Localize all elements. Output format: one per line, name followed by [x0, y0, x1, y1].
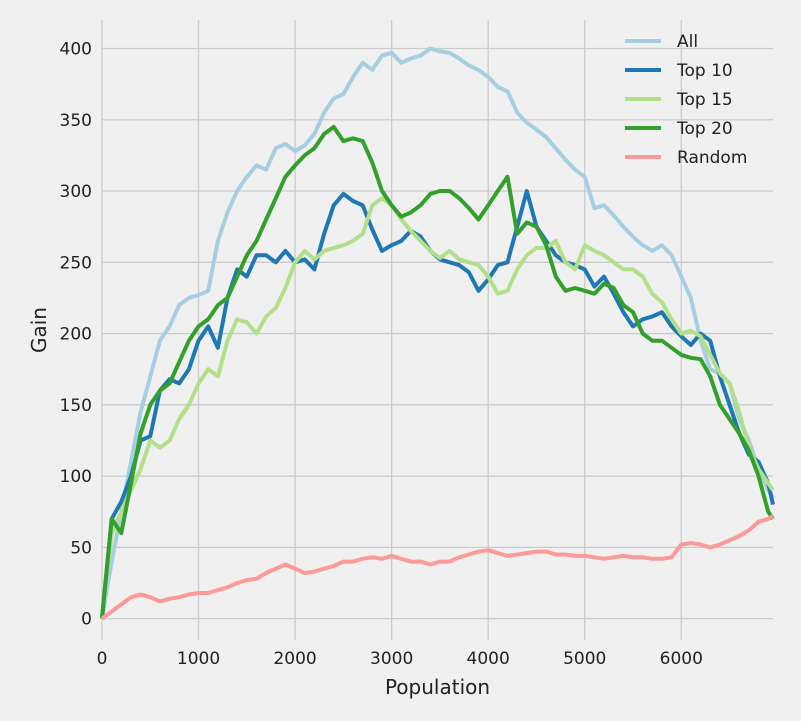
- y-tick-label: 350: [60, 111, 92, 131]
- y-tick-label: 300: [60, 182, 92, 202]
- series-lines: [100, 46, 775, 621]
- y-tick-label: 50: [70, 538, 92, 558]
- series-line-top-15: [100, 196, 775, 619]
- tick-labels: 0 1000 2000 3000 4000 5000 6000 0 50 100 150 200 250…: [60, 40, 703, 669]
- x-tick-label: 0: [97, 649, 108, 669]
- y-tick-label: 200: [60, 325, 92, 345]
- x-tick-label: 2000: [273, 649, 316, 669]
- y-tick-label: 100: [60, 467, 92, 487]
- legend-label: Top 20: [676, 119, 733, 139]
- series-line-all: [100, 46, 775, 619]
- y-tick-label: 250: [60, 253, 92, 273]
- y-tick-label: 0: [81, 610, 92, 630]
- y-axis-label: Gain: [27, 307, 51, 353]
- x-tick-label: 3000: [370, 649, 413, 669]
- legend-label: Top 10: [676, 61, 733, 81]
- x-tick-label: 4000: [467, 649, 510, 669]
- series-line-top-20: [100, 124, 775, 619]
- x-tick-label: 6000: [660, 649, 703, 669]
- legend-label: Random: [677, 148, 747, 168]
- series-line-random: [100, 514, 775, 621]
- legend-label: All: [677, 32, 698, 52]
- y-tick-label: 400: [60, 40, 92, 60]
- x-tick-label: 5000: [563, 649, 606, 669]
- legend-label: Top 15: [676, 90, 733, 110]
- legend: All Top 10 Top 15 Top 20 Random: [625, 32, 747, 168]
- x-axis-label: Population: [385, 675, 490, 699]
- y-tick-label: 150: [60, 396, 92, 416]
- x-tick-label: 1000: [177, 649, 220, 669]
